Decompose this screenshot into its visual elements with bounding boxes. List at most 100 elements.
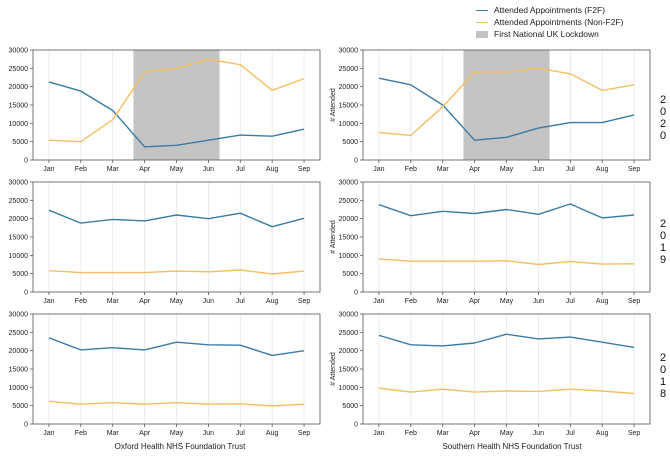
y-tick-label: 20000 bbox=[9, 216, 29, 223]
y-axis-label: # Attended bbox=[330, 88, 337, 122]
x-tick-label: Jul bbox=[236, 298, 245, 305]
y-tick-label: 15000 bbox=[9, 235, 29, 242]
x-tick-label: May bbox=[170, 430, 184, 437]
x-tick-label: Aug bbox=[266, 166, 279, 173]
x-tick-label: Jan bbox=[373, 298, 384, 305]
chart-southern-2018: 0 5000 10000 15000 20000 25000 30000 Jan Feb Mar A… bbox=[330, 308, 660, 438]
x-tick-label: Feb bbox=[405, 298, 417, 305]
year-label-2020: 2 0 2 0 bbox=[660, 94, 667, 142]
y-tick-label: 20000 bbox=[339, 216, 359, 223]
legend-item-lockdown: First National UK Lockdown bbox=[476, 28, 623, 40]
legend: Attended Appointments (F2F) Attended App… bbox=[476, 4, 623, 40]
y-axis-label: # Attended bbox=[330, 220, 337, 254]
x-tick-label: Aug bbox=[266, 430, 279, 437]
series-line-nonf2f bbox=[48, 269, 305, 275]
x-tick-label: Mar bbox=[437, 298, 450, 305]
x-tick-label: Jan bbox=[373, 166, 384, 173]
x-tick-label: Jan bbox=[373, 430, 384, 437]
lockdown-shade bbox=[463, 50, 550, 160]
y-tick-label: 5000 bbox=[12, 403, 28, 410]
series-line-f2f bbox=[378, 333, 635, 349]
y-tick-label: 10000 bbox=[9, 121, 29, 128]
y-axis-label: # Attended bbox=[330, 352, 337, 386]
y-tick-label: 5000 bbox=[342, 271, 358, 278]
x-tick-label: Apr bbox=[469, 166, 481, 173]
column-label-southern: Southern Health NHS Foundation Trust bbox=[442, 442, 582, 451]
series-line-f2f bbox=[48, 337, 305, 357]
y-tick-label: 0 bbox=[354, 290, 358, 297]
series-line-f2f bbox=[378, 203, 635, 219]
y-tick-label: 0 bbox=[24, 290, 28, 297]
x-tick-label: Mar bbox=[107, 430, 120, 437]
chart-oxford-2018: 0 5000 10000 15000 20000 25000 30000 Jan Feb Mar A… bbox=[0, 308, 330, 438]
y-tick-label: 10000 bbox=[339, 253, 359, 260]
y-tick-label: 30000 bbox=[9, 48, 29, 55]
x-tick-label: Sep bbox=[298, 298, 311, 305]
series-line-nonf2f bbox=[48, 400, 305, 407]
y-tick-label: 25000 bbox=[9, 66, 29, 73]
y-tick-label: 30000 bbox=[339, 180, 359, 187]
x-tick-label: Jun bbox=[203, 298, 214, 305]
series-line-f2f bbox=[378, 77, 635, 141]
legend-swatch-lockdown bbox=[476, 30, 488, 38]
y-tick-label: 5000 bbox=[12, 271, 28, 278]
series-line-nonf2f bbox=[378, 258, 635, 266]
year-label-2019: 2 0 1 9 bbox=[660, 218, 667, 266]
x-tick-label: May bbox=[170, 166, 184, 173]
chart-oxford-2019: 0 5000 10000 15000 20000 25000 30000 Jan Feb Mar A… bbox=[0, 176, 330, 306]
x-tick-label: Feb bbox=[75, 430, 87, 437]
x-tick-label: Mar bbox=[437, 430, 450, 437]
y-tick-label: 10000 bbox=[9, 253, 29, 260]
y-tick-label: 0 bbox=[24, 422, 28, 429]
x-tick-label: Feb bbox=[75, 298, 87, 305]
x-tick-label: Jul bbox=[566, 166, 575, 173]
x-tick-label: Apr bbox=[139, 430, 151, 437]
chart-oxford-2020: 0 5000 10000 15000 20000 25000 30000 Jan Feb Mar A… bbox=[0, 44, 330, 174]
y-tick-label: 25000 bbox=[9, 198, 29, 205]
legend-label-f2f: Attended Appointments (F2F) bbox=[494, 5, 606, 15]
y-tick-label: 10000 bbox=[339, 121, 359, 128]
legend-label-lockdown: First National UK Lockdown bbox=[494, 29, 599, 39]
x-tick-label: Jan bbox=[43, 298, 54, 305]
x-tick-label: Jan bbox=[43, 430, 54, 437]
legend-item-f2f: Attended Appointments (F2F) bbox=[476, 4, 623, 16]
x-tick-label: Sep bbox=[628, 430, 641, 437]
y-tick-label: 30000 bbox=[339, 48, 359, 55]
x-tick-label: Aug bbox=[596, 430, 609, 437]
y-tick-label: 20000 bbox=[9, 84, 29, 91]
x-tick-label: Feb bbox=[405, 430, 417, 437]
x-tick-label: Sep bbox=[298, 166, 311, 173]
y-tick-label: 15000 bbox=[339, 367, 359, 374]
y-tick-label: 30000 bbox=[9, 312, 29, 319]
x-tick-label: Sep bbox=[298, 430, 311, 437]
x-tick-label: Apr bbox=[139, 298, 151, 305]
x-tick-label: Jul bbox=[566, 298, 575, 305]
x-tick-label: Jun bbox=[533, 298, 544, 305]
y-tick-label: 15000 bbox=[9, 103, 29, 110]
y-tick-label: 15000 bbox=[9, 367, 29, 374]
x-tick-label: Jul bbox=[236, 430, 245, 437]
y-tick-label: 10000 bbox=[339, 385, 359, 392]
y-tick-label: 25000 bbox=[339, 330, 359, 337]
column-label-oxford: Oxford Health NHS Foundation Trust bbox=[114, 442, 246, 451]
x-tick-label: Aug bbox=[266, 298, 279, 305]
x-tick-label: May bbox=[170, 298, 184, 305]
x-tick-label: Apr bbox=[469, 298, 481, 305]
y-tick-label: 30000 bbox=[9, 180, 29, 187]
legend-swatch-f2f bbox=[476, 9, 488, 11]
y-tick-label: 20000 bbox=[339, 84, 359, 91]
x-tick-label: Mar bbox=[107, 166, 120, 173]
y-tick-label: 5000 bbox=[342, 139, 358, 146]
x-tick-label: Jun bbox=[203, 430, 214, 437]
x-tick-label: May bbox=[500, 298, 514, 305]
x-tick-label: Jun bbox=[203, 166, 214, 173]
y-tick-label: 25000 bbox=[9, 330, 29, 337]
y-tick-label: 15000 bbox=[339, 235, 359, 242]
legend-swatch-nonf2f bbox=[476, 21, 488, 23]
y-tick-label: 10000 bbox=[9, 385, 29, 392]
x-tick-label: Sep bbox=[628, 298, 641, 305]
lockdown-shade bbox=[133, 50, 220, 160]
y-tick-label: 15000 bbox=[339, 103, 359, 110]
legend-item-nonf2f: Attended Appointments (Non-F2F) bbox=[476, 16, 623, 28]
series-line-nonf2f bbox=[378, 387, 635, 395]
